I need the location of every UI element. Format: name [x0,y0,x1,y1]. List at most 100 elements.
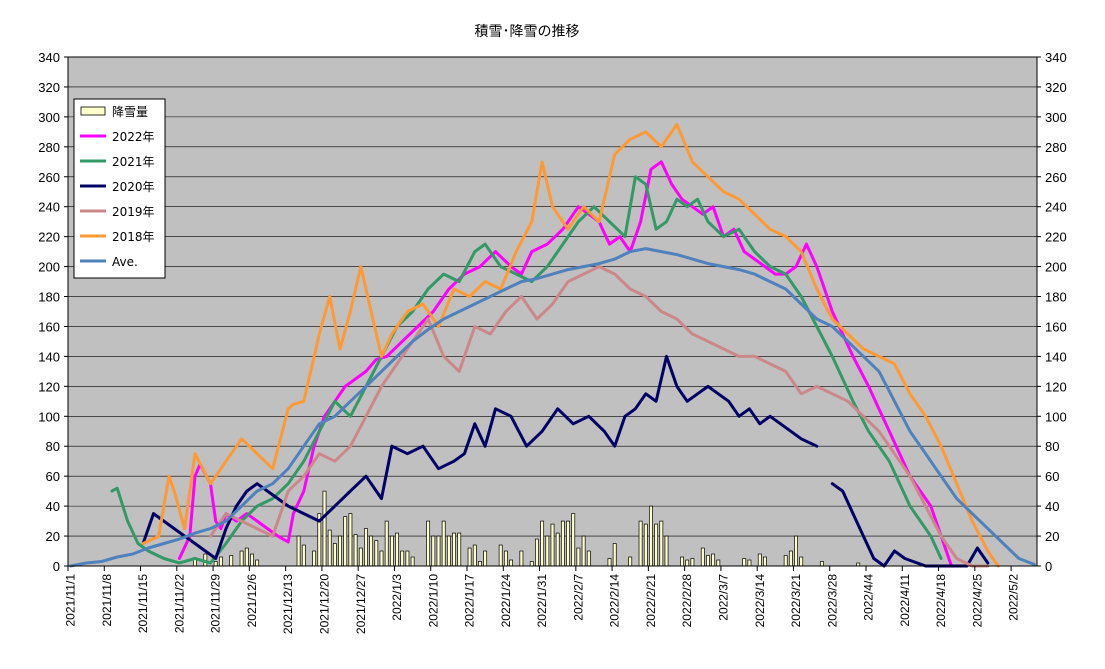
snowfall-bar [472,544,477,567]
snowfall-bar [509,559,513,567]
series-line [141,122,1000,568]
snowfall-bar [638,520,643,567]
snowfall-bar [799,556,804,567]
y-tick-label: 100 [38,409,60,424]
snowfall-bar [483,550,488,567]
y-tick-label: 260 [1045,170,1067,185]
snowfall-bar [742,558,747,567]
snowfall-bar [332,543,337,567]
y-axis-left: 0 20 40 60 80 100 120 140 160 180 200 220 240 260 280 3… [38,50,68,574]
snowfall-bar [654,523,659,567]
snowfall-bar [503,550,508,567]
y-tick-label: 20 [1045,529,1059,544]
snowfall-bar [218,556,223,567]
snowfall-bar [783,555,788,567]
snowfall-bar [566,520,570,567]
snowfall-bar [649,505,653,567]
x-axis: 2021/11/1 2021/11/8 2021/11/15 2021/11/22 20… [64,566,1021,634]
y-tick-label: 260 [38,170,60,185]
snowfall-bar [457,532,462,567]
x-tick-label: 2022/1/3 [390,574,404,621]
snowfall-bar [519,550,524,567]
x-tick-label: 2022/2/21 [644,574,658,628]
y-tick-label: 340 [38,50,60,65]
snowfall-bar [384,520,389,567]
legend-label: 2020年 [112,180,155,194]
y-tick-label: 160 [38,319,60,334]
y-tick-label: 240 [1045,200,1067,215]
snowfall-bar [338,535,342,567]
x-tick-label: 2021/11/29 [209,574,223,633]
snowfall-bar [239,550,244,567]
y-tick-label: 40 [46,499,60,514]
y-tick-label: 0 [53,559,60,574]
snowfall-bar [478,561,482,567]
plot-area [68,57,1037,566]
y-tick-label: 80 [46,439,60,454]
snowfall-bar [659,520,664,567]
y-tick-label: 220 [1045,230,1067,245]
snowfall-bar [312,550,317,567]
y-tick-label: 0 [1045,559,1052,574]
snowfall-bar [441,520,446,567]
snowfall-bar [545,535,550,567]
snowfall-bar [229,555,234,567]
snowfall-bar [628,556,633,567]
snowfall-bar [586,550,591,567]
snowfall-bar [607,558,612,567]
x-tick-label: 2021/12/13 [281,574,295,634]
snowfall-bar [664,535,669,567]
snowfall-bar [296,535,301,567]
snowfall-bar [788,550,793,567]
y-tick-label: 340 [1045,50,1067,65]
series-lines [69,122,1036,568]
snowfall-bar [700,547,705,567]
snowfall-bar [426,520,431,567]
y-tick-label: 240 [38,200,60,215]
snowfall-bar [389,535,394,567]
snowfall-bar [467,547,472,567]
legend-label: 2021年 [112,155,155,169]
snowfall-bar [213,561,218,567]
y-tick-label: 160 [1045,319,1067,334]
snowfall-bar [571,513,576,567]
y-tick-label: 60 [46,469,60,484]
series-line [110,175,943,565]
legend-swatch [80,106,106,116]
snowfall-bar [250,553,254,567]
snowfall-bar [348,513,353,567]
snowfall-bar [576,547,581,567]
snowfall-bar [716,559,721,567]
y-tick-label: 180 [1045,290,1067,305]
legend-label: 2019年 [112,205,155,219]
snowfall-bar [400,550,405,567]
snowfall-bar [431,535,436,567]
y-tick-label: 100 [1045,409,1067,424]
snowfall-bar [301,544,306,567]
snowfall-bar [405,550,410,567]
snowfall-bar [374,540,379,567]
snowfall-bar [763,556,767,567]
snowfall-bar [581,535,586,567]
snowfall-bars [193,490,861,567]
x-tick-label: 2022/4/11 [898,574,912,627]
snowfall-bar [379,550,384,567]
y-axis-right: 0 20 40 60 80 100 120 140 160 180 200 220 240 260 280 3… [1037,50,1067,574]
y-tick-label: 300 [1045,110,1067,125]
snowfall-bar [446,535,451,567]
snowfall-bar [747,559,752,567]
series-line [141,354,819,560]
snowfall-bar [643,523,648,567]
snowfall-bar [757,553,762,567]
y-tick-label: 140 [1045,349,1067,364]
plot-border [67,56,1038,567]
legend: 降雪量 2022年 2021年 2020年 2019年 2018年 Ave. [73,98,166,279]
x-tick-label: 2021/11/22 [172,574,186,633]
y-tick-label: 20 [46,529,60,544]
x-tick-label: 2022/3/14 [753,574,767,628]
x-tick-label: 2022/4/4 [862,574,876,621]
snowfall-bar [436,535,441,567]
snowfall-bar [820,561,824,567]
snowfall-bar [255,559,260,567]
